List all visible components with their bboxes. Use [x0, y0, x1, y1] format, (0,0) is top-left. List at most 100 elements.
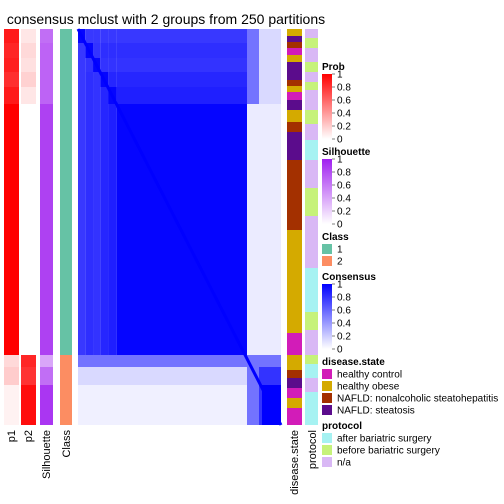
- silhouette-cell: [40, 29, 53, 43]
- label-silhouette: Silhouette: [41, 430, 53, 479]
- disease-state-cell: [287, 122, 302, 132]
- p2-cell: [21, 87, 36, 104]
- p1-cell: [4, 367, 19, 385]
- legend-tick-label: 1: [337, 280, 343, 291]
- legend-item-label: healthy control: [337, 370, 402, 381]
- matrix-cell: [93, 87, 101, 104]
- legend-item-label: 2: [337, 257, 343, 268]
- legend-title: protocol: [322, 421, 362, 432]
- legend-tick-label: 0.4: [337, 109, 351, 120]
- legend-tick-label: 0: [337, 345, 343, 356]
- legend-item-label: n/a: [337, 458, 351, 469]
- matrix-cell: [108, 104, 117, 355]
- disease-state-cell: [287, 92, 302, 100]
- p2-cell: [21, 367, 36, 385]
- matrix-cell: [108, 29, 117, 43]
- disease-state-cell: [287, 160, 302, 230]
- matrix-cell: [78, 367, 247, 385]
- legend-item-label: before bariatric surgery: [337, 446, 440, 457]
- legend-item-label: NAFLD: nonalcoholic steatohepatitis: [337, 394, 498, 405]
- figure-title: consensus mclust with 2 groups from 250 …: [7, 11, 325, 27]
- class-1-cell: [60, 29, 72, 355]
- legend-tick-label: 1: [337, 70, 343, 81]
- disease-state-cell: [287, 132, 302, 160]
- legend-tick-label: 0.6: [337, 181, 351, 192]
- legend-title: Silhouette: [322, 147, 371, 158]
- p2-cell: [21, 29, 36, 43]
- protocol-cell: [305, 38, 318, 48]
- class-2-cell: [60, 355, 72, 425]
- legend-swatch: [322, 256, 332, 266]
- label-p2: p2: [23, 430, 35, 442]
- legend-tick-label: 0.6: [337, 96, 351, 107]
- legend-gradient-bar: [322, 284, 332, 349]
- legend-tick-label: 0.4: [337, 319, 351, 330]
- legend-swatch: [322, 405, 332, 415]
- matrix-cell: [93, 43, 101, 58]
- protocol-cell: [305, 82, 318, 90]
- label-class: Class: [61, 430, 73, 458]
- protocol-cell: [305, 268, 318, 312]
- p2-cell: [21, 104, 36, 355]
- protocol-cell: [305, 312, 318, 330]
- protocol-cell: [305, 110, 318, 124]
- matrix-cell: [116, 58, 247, 72]
- matrix-diagonal: [76, 28, 283, 426]
- p2-cell: [21, 72, 36, 87]
- disease-state-cell: [287, 110, 302, 122]
- p1-cell: [4, 72, 19, 87]
- matrix-cell: [259, 29, 281, 104]
- column-labels: p1 p2 Silhouette Class disease.state protocol: [6, 430, 319, 495]
- disease-state-cell: [287, 29, 302, 36]
- silhouette-cell: [40, 385, 53, 425]
- matrix-cell: [100, 87, 109, 104]
- legend-swatch: [322, 381, 332, 391]
- protocol-cell: [305, 330, 318, 355]
- disease-state-cell: [287, 230, 302, 333]
- disease-state-cell: [287, 388, 302, 398]
- disease-state-cell: [287, 48, 302, 55]
- legend-item-label: healthy obese: [337, 382, 400, 393]
- matrix-cell: [100, 29, 109, 43]
- legend-gradient-bar: [322, 74, 332, 139]
- label-protocol: protocol: [307, 430, 319, 469]
- legend-title: disease.state: [322, 357, 385, 368]
- disease-state-cell: [287, 355, 302, 370]
- protocol-cell: [305, 124, 318, 140]
- matrix-cell: [85, 72, 94, 87]
- p2-cell: [21, 385, 36, 425]
- matrix-cell: [100, 43, 109, 58]
- protocol-cell: [305, 216, 318, 268]
- legend-swatch: [322, 445, 332, 455]
- matrix-cell: [116, 72, 247, 87]
- p1-cell: [4, 58, 19, 72]
- legend-swatch: [322, 244, 332, 254]
- p2-cell: [21, 43, 36, 58]
- legend-tick-label: 0.2: [337, 332, 351, 343]
- label-p1: p1: [6, 430, 18, 442]
- legend-swatch: [322, 457, 332, 467]
- disease-state-cell: [287, 408, 302, 425]
- protocol-cell: [305, 355, 318, 364]
- p2-cell: [21, 58, 36, 72]
- matrix-cell: [78, 385, 247, 425]
- legend-item-label: 1: [337, 245, 343, 256]
- silhouette-cell: [40, 43, 53, 104]
- legend-title: Consensus: [322, 272, 376, 283]
- protocol-cell: [305, 72, 318, 82]
- disease-state-cell: [287, 100, 302, 110]
- matrix-cell: [116, 43, 247, 58]
- legend-tick-label: 0.8: [337, 83, 351, 94]
- legend-tick-label: 1: [337, 155, 343, 166]
- p1-cell: [4, 29, 19, 43]
- legend-tick-label: 0.8: [337, 168, 351, 179]
- disease-state-cell: [287, 86, 302, 92]
- legend-tick-label: 0.2: [337, 207, 351, 218]
- right-annotation-columns: [287, 29, 318, 425]
- legend-title: Prob: [322, 62, 345, 73]
